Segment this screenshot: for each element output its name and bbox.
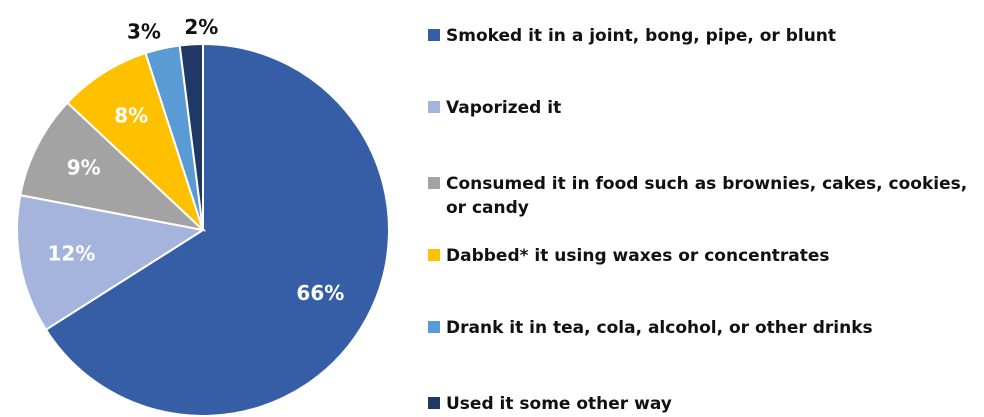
legend-swatch-vaporized [428, 101, 440, 113]
legend-swatch-dabbed [428, 249, 440, 261]
data-label-other: 2% [184, 15, 218, 39]
legend: Smoked it in a joint, bong, pipe, or blu… [428, 0, 984, 417]
pie-slice-other [178, 42, 204, 231]
legend-label-smoked: Smoked it in a joint, bong, pipe, or blu… [446, 26, 837, 46]
pie-slice-dabbed [65, 51, 204, 231]
legend-item-vaporized: Vaporized it [428, 96, 976, 120]
pie-chart: 66% 12% 9% 8% 3% 2% [16, 15, 390, 417]
legend-swatch-other [428, 397, 440, 409]
data-label-food: 9% [67, 156, 101, 180]
legend-label-drank: Drank it in tea, cola, alcohol, or other… [446, 318, 873, 338]
legend-swatch-food [428, 177, 440, 189]
legend-label-food: Consumed it in food such as brownies, ca… [446, 174, 968, 218]
data-label-drank: 3% [127, 19, 161, 43]
pie-slice-vaporized [16, 193, 206, 332]
legend-item-other: Used it some other way [428, 392, 976, 416]
pie-slice-smoked [44, 42, 390, 417]
legend-item-food: Consumed it in food such as brownies, ca… [428, 172, 976, 220]
legend-item-dabbed: Dabbed* it using waxes or concentrates [428, 244, 976, 268]
legend-label-dabbed: Dabbed* it using waxes or concentrates [446, 246, 830, 266]
data-label-vaporized: 12% [48, 242, 96, 266]
data-label-smoked: 66% [296, 281, 344, 305]
legend-label-vaporized: Vaporized it [446, 98, 562, 118]
legend-swatch-drank [428, 321, 440, 333]
legend-item-smoked: Smoked it in a joint, bong, pipe, or blu… [428, 24, 976, 48]
legend-label-other: Used it some other way [446, 394, 672, 414]
legend-item-drank: Drank it in tea, cola, alcohol, or other… [428, 316, 976, 340]
data-label-dabbed: 8% [114, 103, 148, 127]
pie-slice-food [19, 101, 207, 232]
legend-swatch-smoked [428, 29, 440, 41]
